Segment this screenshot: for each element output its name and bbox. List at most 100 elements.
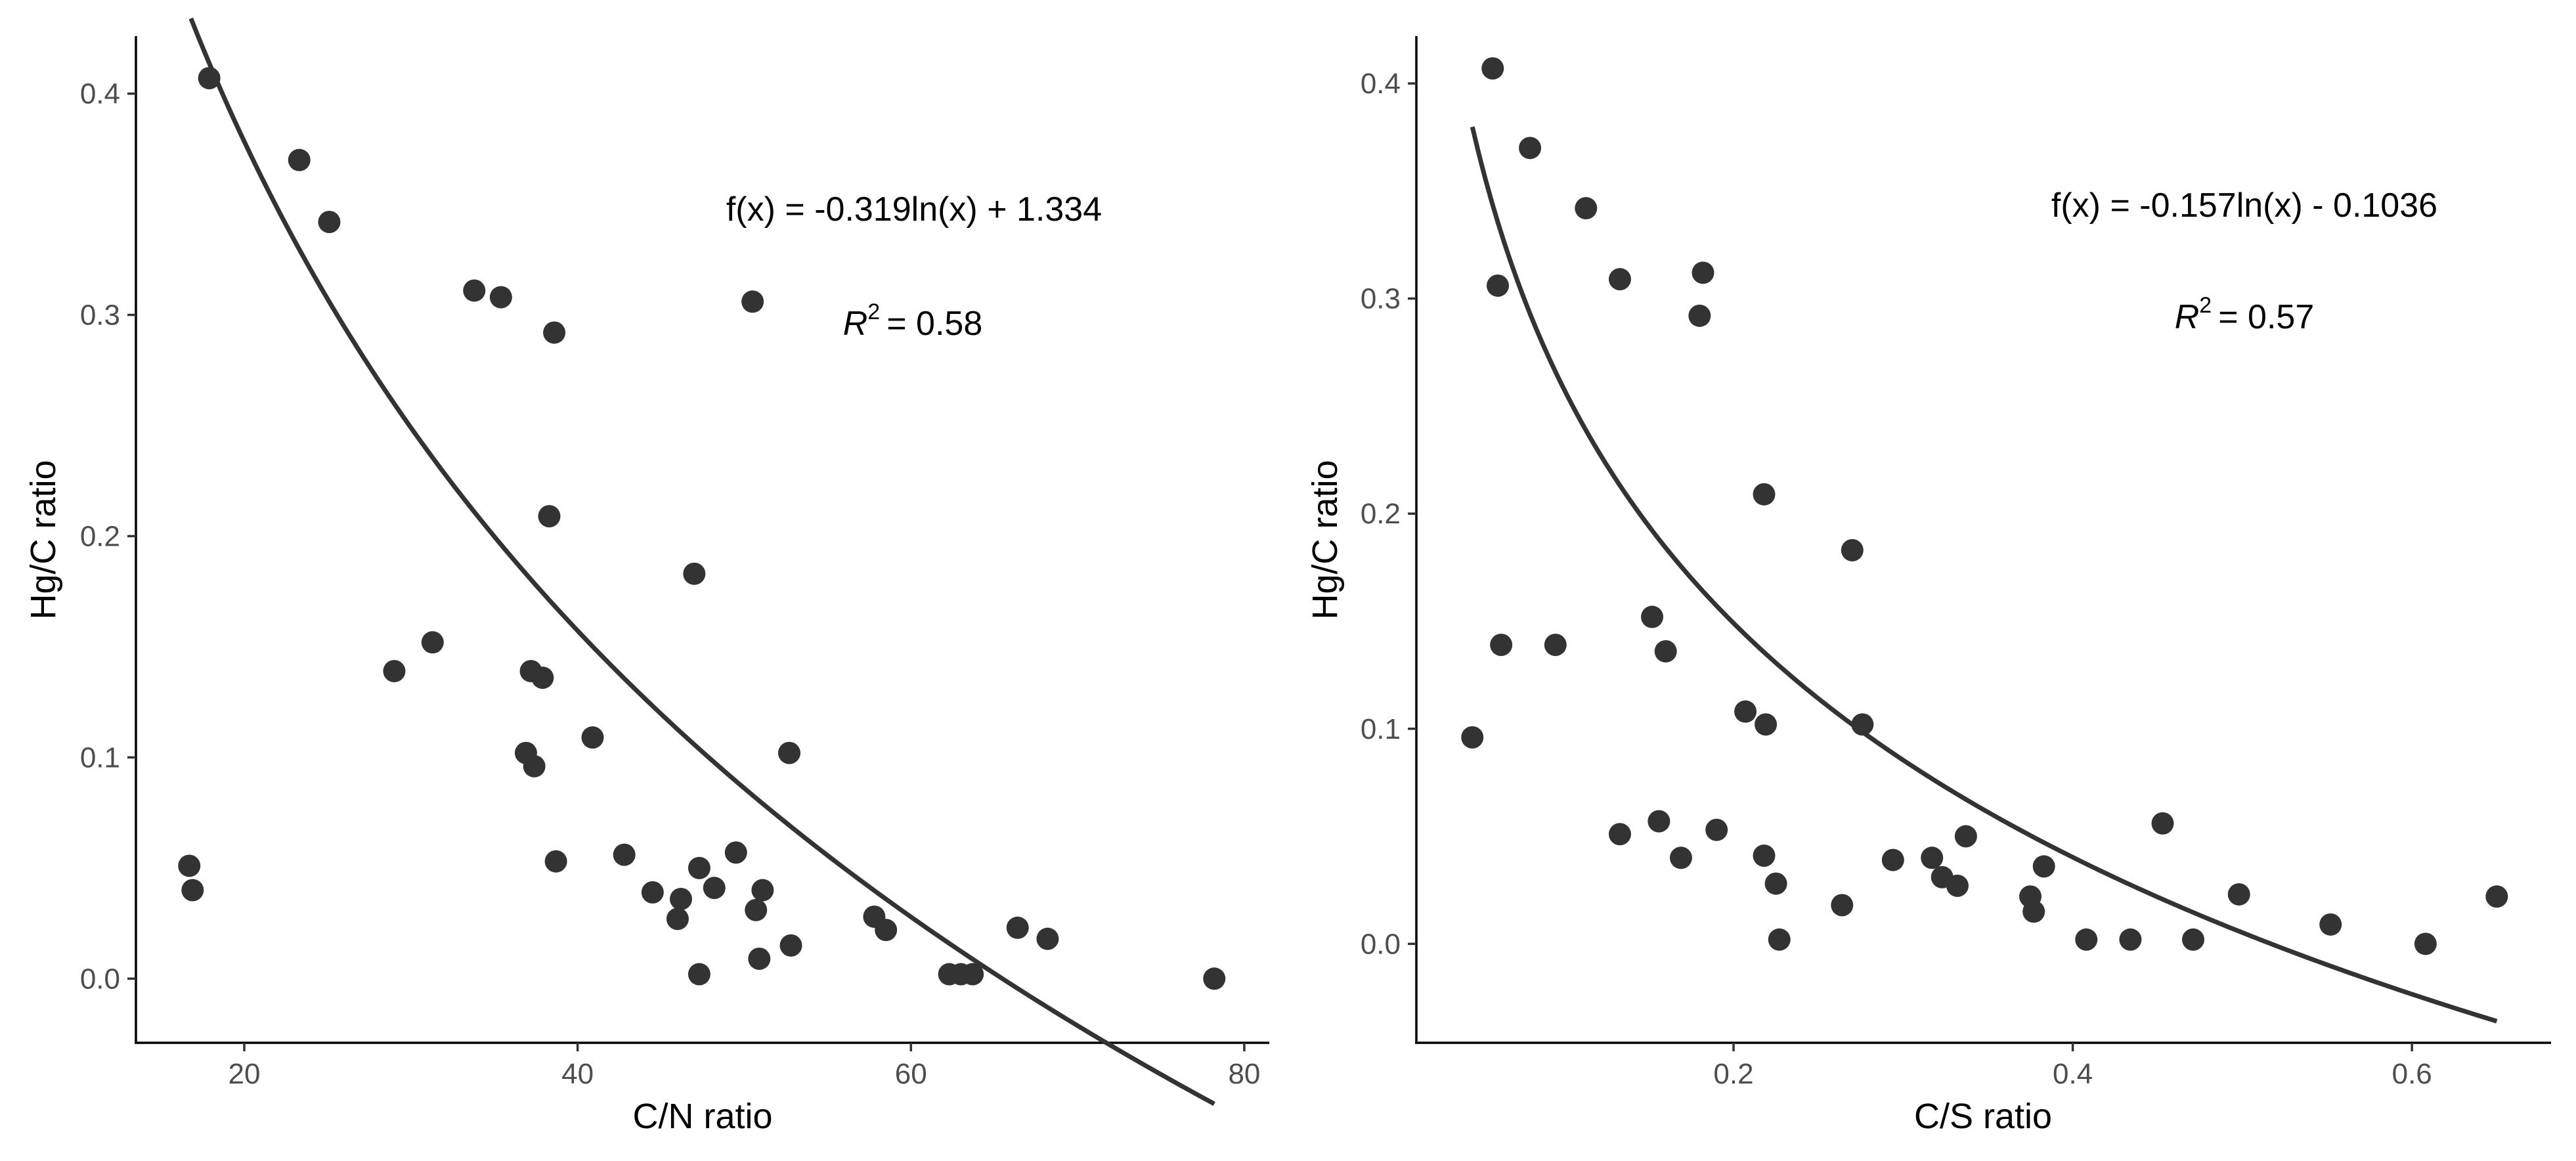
cs-data-point (1831, 894, 1854, 917)
cn-data-point (523, 755, 546, 778)
cn-r-squared: R2 = 0.58 (843, 299, 983, 343)
cs-y-tick-label: 0.0 (1361, 928, 1401, 960)
cs-data-point (1705, 818, 1728, 841)
cn-data-point (1006, 916, 1029, 939)
cs-data-point (2485, 885, 2508, 908)
cn-data-point (531, 667, 554, 690)
cn-data-point (198, 67, 221, 90)
cn-data-point (741, 290, 764, 313)
cn-data-point (666, 908, 689, 931)
cs-r-value: = 0.57 (2218, 298, 2314, 336)
cn-data-point (613, 843, 636, 866)
cs-ticks: 0.0 0.1 0.2 0.3 0.4 0.2 0.4 0.6 (1361, 68, 2432, 1090)
cs-data-point (1608, 823, 1631, 846)
cn-data-point (489, 286, 512, 309)
cs-data-point (1692, 261, 1714, 284)
cn-r-sup: 2 (867, 299, 880, 324)
cs-x-tick-label: 0.2 (1713, 1058, 1753, 1090)
cn-y-tick-label: 0.0 (80, 963, 120, 995)
cs-data-point (1688, 304, 1711, 327)
cn-y-tick-label: 0.2 (80, 520, 120, 552)
cn-data-point (688, 963, 710, 986)
cn-r-label: R (843, 305, 868, 343)
cs-x-tick-label: 0.4 (2053, 1058, 2093, 1090)
cn-x-tick-label: 80 (1228, 1058, 1260, 1090)
cn-data-point (178, 854, 201, 877)
cn-data-point (383, 659, 406, 682)
cn-data-point (1036, 927, 1059, 950)
cn-data-point (703, 877, 726, 900)
cs-fit-curve (1470, 126, 2498, 1024)
cs-data-point (1755, 713, 1778, 736)
cs-equation: f(x) = -0.157ln(x) - 0.1036 (2051, 186, 2437, 225)
cn-data-point (318, 211, 341, 234)
cn-data-point (463, 279, 486, 302)
cs-data-point (1946, 874, 1969, 897)
cs-data-point (1608, 268, 1631, 291)
cs-data-point (1641, 605, 1664, 628)
cn-data-point (1203, 967, 1226, 990)
cn-data-point (748, 947, 771, 970)
cs-data-point (1768, 928, 1791, 951)
cn-data-point (745, 898, 768, 921)
cs-data-point (1461, 726, 1484, 749)
cs-r-squared: R2 = 0.57 (2175, 293, 2315, 336)
cs-data-point (1921, 846, 1944, 869)
cn-data-point (544, 850, 567, 873)
cn-data-point (779, 934, 802, 957)
cs-points (1461, 57, 2508, 955)
cn-r-value: = 0.58 (886, 305, 982, 343)
cs-y-tick-label: 0.3 (1361, 283, 1401, 315)
cs-data-point (1753, 483, 1776, 506)
cs-data-point (2119, 928, 2142, 951)
cn-y-tick-label: 0.3 (80, 299, 120, 332)
cs-data-point (1654, 640, 1677, 663)
cs-x-tick-label: 0.6 (2392, 1058, 2432, 1090)
cs-data-point (1841, 538, 1864, 561)
cs-data-point (1954, 825, 1977, 848)
cn-x-axis-title: C/N ratio (632, 1097, 772, 1136)
cs-data-point (1575, 197, 1598, 220)
cn-data-point (670, 888, 693, 910)
cs-y-tick-label: 0.2 (1361, 498, 1401, 530)
cs-y-tick-label: 0.1 (1361, 713, 1401, 745)
cn-x-tick-label: 20 (229, 1058, 261, 1090)
cs-data-point (2022, 900, 2045, 923)
cs-data-point (1851, 713, 1874, 736)
cs-data-point (1648, 810, 1670, 833)
cs-data-point (1486, 274, 1509, 297)
cs-r-label: R (2175, 298, 2200, 336)
cn-data-point (751, 879, 774, 902)
cn-y-tick-label: 0.1 (80, 741, 120, 774)
cn-fit-curve (188, 17, 1215, 1106)
cn-data-point (777, 741, 800, 764)
cs-data-point (1764, 872, 1787, 895)
cs-data-point (2032, 855, 2055, 878)
cn-data-point (961, 963, 984, 986)
cn-x-tick-label: 40 (561, 1058, 594, 1090)
cs-data-point (1669, 846, 1692, 869)
panel-cn-ratio: 0.0 0.1 0.2 0.3 0.4 20 40 60 80 C/N ratio Hg/C r… (24, 17, 1269, 1136)
cs-data-point (1544, 634, 1567, 657)
cs-data-point (1734, 700, 1757, 723)
cn-data-point (288, 148, 311, 171)
cs-r-sup: 2 (2199, 293, 2212, 318)
cn-y-axis-title: Hg/C ratio (24, 460, 63, 619)
cn-ticks: 0.0 0.1 0.2 0.3 0.4 20 40 60 80 (80, 78, 1261, 1090)
cn-data-point (421, 631, 444, 654)
cs-data-point (1753, 844, 1776, 867)
cs-data-point (1881, 848, 1904, 871)
cs-y-axis-title: Hg/C ratio (1305, 460, 1345, 619)
cs-data-point (2227, 883, 2250, 906)
cn-data-point (683, 562, 706, 585)
cs-data-point (1519, 137, 1542, 160)
cs-data-point (2075, 928, 2098, 951)
cn-x-tick-label: 60 (895, 1058, 927, 1090)
cs-data-point (2151, 812, 2174, 835)
cn-data-point (581, 726, 604, 749)
cs-y-tick-label: 0.4 (1361, 68, 1401, 100)
cn-data-point (724, 841, 747, 864)
cs-data-point (2319, 913, 2342, 936)
panel-cs-ratio: 0.0 0.1 0.2 0.3 0.4 0.2 0.4 0.6 C/S ratio Hg/C … (1305, 36, 2551, 1136)
cn-equation: f(x) = -0.319ln(x) + 1.334 (726, 190, 1102, 229)
